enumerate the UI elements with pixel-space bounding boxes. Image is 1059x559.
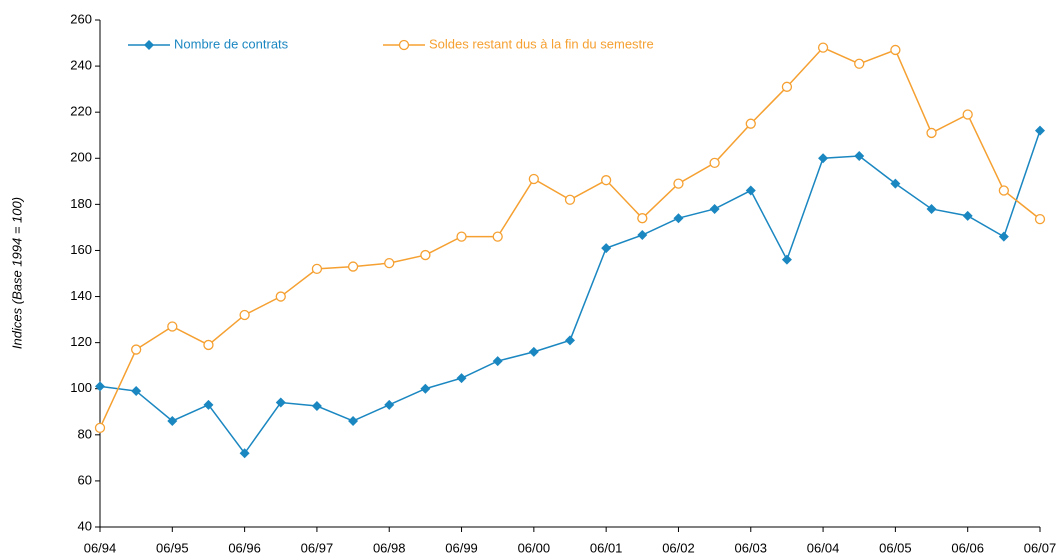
x-tick-label: 06/97 [301, 540, 334, 555]
marker [637, 213, 648, 224]
marker [94, 422, 106, 434]
y-tick-label: 120 [70, 334, 92, 349]
y-axis-label: Indices (Base 1994 = 100) [9, 197, 24, 349]
y-tick-label: 240 [70, 58, 92, 73]
marker [564, 194, 576, 205]
marker [420, 249, 431, 261]
marker [673, 178, 684, 189]
marker [167, 415, 178, 426]
x-tick-label: 06/98 [373, 540, 406, 555]
series-line [99, 46, 1041, 429]
legend-label: Nombre de contrats [174, 36, 289, 51]
marker [492, 356, 503, 367]
marker [745, 185, 756, 196]
marker [456, 231, 467, 242]
marker [203, 399, 214, 410]
y-tick-label: 80 [78, 426, 92, 441]
y-tick-label: 220 [70, 104, 92, 119]
x-tick-label: 06/02 [662, 540, 695, 555]
marker [384, 257, 395, 269]
marker [962, 210, 973, 221]
marker [854, 58, 865, 69]
marker [347, 261, 359, 272]
marker [167, 321, 178, 332]
marker [781, 81, 793, 92]
marker [1035, 125, 1045, 136]
y-tick-label: 140 [70, 288, 92, 303]
marker [781, 254, 792, 265]
y-tick-label: 60 [78, 472, 92, 487]
marker [420, 383, 431, 394]
y-tick-label: 180 [70, 196, 92, 211]
marker [637, 230, 648, 241]
marker [962, 109, 973, 120]
marker [926, 203, 937, 214]
marker [709, 157, 720, 169]
marker [311, 263, 323, 275]
x-tick-label: 06/99 [445, 540, 478, 555]
x-tick-label: 06/96 [228, 540, 261, 555]
series-line [99, 130, 1041, 455]
legend-label: Soldes restant dus à la fin du semestre [429, 36, 654, 51]
y-tick-label: 200 [70, 150, 92, 165]
marker [890, 44, 901, 56]
marker [275, 291, 286, 302]
x-tick-label: 06/00 [518, 540, 551, 555]
marker [398, 39, 410, 51]
marker [528, 173, 539, 185]
marker [745, 118, 756, 129]
marker [144, 40, 154, 50]
marker [1034, 213, 1046, 225]
x-tick-label: 06/04 [807, 540, 840, 555]
marker [492, 231, 503, 242]
y-tick-label: 260 [70, 11, 92, 26]
marker [456, 373, 467, 384]
marker [131, 344, 142, 355]
marker [601, 175, 612, 186]
x-tick-label: 06/94 [84, 540, 117, 555]
marker [818, 153, 829, 164]
marker [565, 335, 575, 346]
marker [131, 386, 142, 397]
marker [239, 309, 250, 321]
y-tick-label: 100 [70, 380, 92, 395]
y-tick-label: 40 [78, 518, 92, 533]
x-tick-label: 06/05 [879, 540, 912, 555]
x-tick-label: 06/03 [734, 540, 767, 555]
marker [854, 150, 865, 161]
x-tick-label: 06/06 [951, 540, 984, 555]
marker [673, 213, 684, 224]
marker [239, 448, 250, 459]
x-tick-label: 06/95 [156, 540, 189, 555]
y-tick-label: 160 [70, 242, 92, 257]
marker [311, 401, 322, 412]
marker [348, 415, 359, 426]
marker [384, 399, 395, 410]
marker [528, 346, 539, 357]
marker [95, 381, 105, 392]
marker [998, 185, 1009, 196]
marker [890, 178, 901, 189]
marker [601, 243, 612, 254]
x-tick-label: 06/01 [590, 540, 623, 555]
marker [203, 339, 214, 351]
x-tick-label: 06/07 [1024, 540, 1057, 555]
marker [998, 231, 1009, 242]
marker [926, 127, 937, 139]
marker [709, 203, 720, 214]
marker [817, 42, 829, 53]
marker [275, 397, 286, 408]
